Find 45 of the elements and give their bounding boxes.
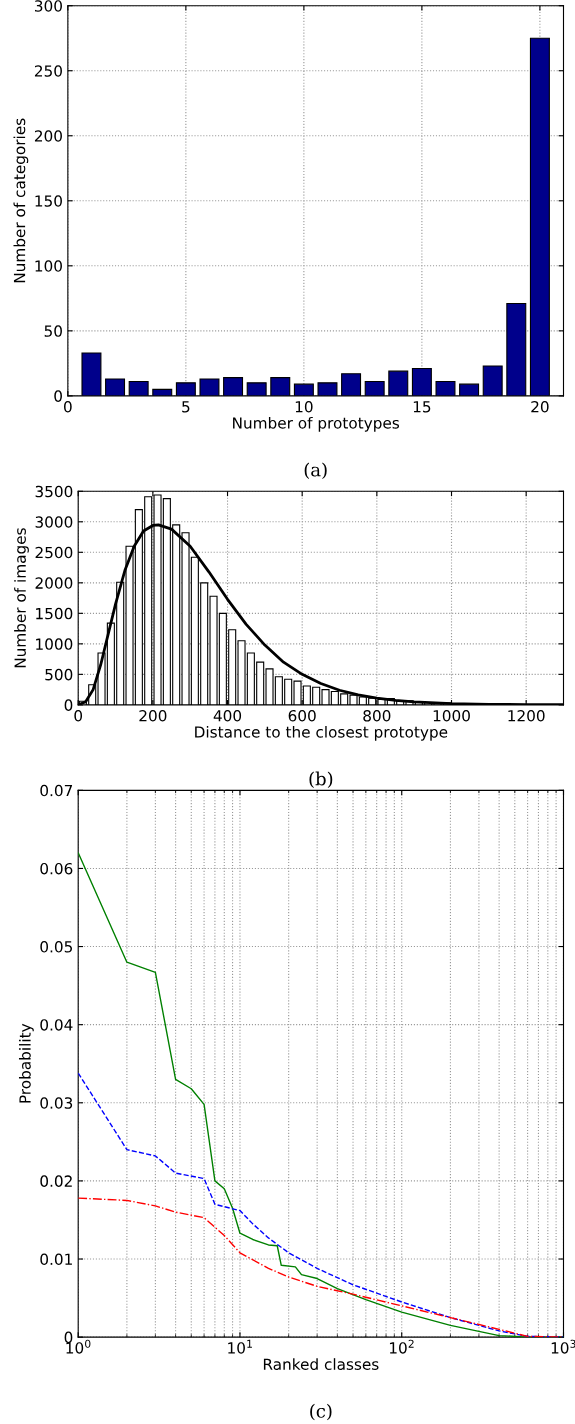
y-tick-label: 150 bbox=[35, 195, 62, 207]
y-tick-label: 1000 bbox=[36, 638, 73, 650]
x-tick-label: 800 bbox=[363, 710, 391, 722]
y-tick-label: 1500 bbox=[36, 607, 73, 620]
x-tick-label: 10$^{3}$ bbox=[551, 1339, 575, 1354]
y-tick-label: 500 bbox=[45, 668, 73, 681]
x-tick-label: 20 bbox=[531, 401, 549, 413]
y-tick-label: 0.06 bbox=[40, 862, 73, 875]
x-axis-title: Number of prototypes bbox=[233, 416, 400, 432]
y-tick-label: 3000 bbox=[35, 516, 73, 528]
y-tick-label: 50 bbox=[44, 325, 62, 337]
x-tick-label: 1200 bbox=[508, 710, 545, 722]
y-tick-label: 0 bbox=[64, 699, 73, 711]
y-tick-label: 3500 bbox=[35, 485, 73, 498]
text: (a) bbox=[304, 462, 327, 480]
text: (b) bbox=[309, 771, 333, 789]
y-tick-label: 250 bbox=[34, 65, 62, 77]
text: (c) bbox=[310, 1403, 332, 1421]
y-tick-label: 0.03 bbox=[40, 1097, 73, 1109]
y-tick-label: 0.02 bbox=[40, 1175, 72, 1187]
y-axis-title: Number of images bbox=[14, 528, 29, 668]
y-tick-label: 0.07 bbox=[40, 784, 73, 797]
x-tick-label: 5 bbox=[182, 401, 190, 413]
y-tick-label: 100 bbox=[35, 260, 62, 272]
x-tick-label: 600 bbox=[288, 710, 316, 722]
y-tick-label: 300 bbox=[34, 0, 62, 12]
y-axis-title: Number of categories bbox=[13, 118, 29, 283]
x-tick-label: 0 bbox=[74, 710, 83, 722]
x-axis-title: Distance to the closest prototype bbox=[195, 725, 448, 741]
x-tick-label: 10$^{1}$ bbox=[228, 1339, 252, 1354]
y-axis-title: Probability bbox=[18, 1023, 34, 1103]
x-tick-label: 10$^{2}$ bbox=[389, 1339, 414, 1354]
x-tick-label: 400 bbox=[213, 710, 242, 722]
y-tick-label: 200 bbox=[34, 130, 62, 142]
y-tick-label: 2500 bbox=[35, 546, 73, 559]
y-tick-label: 0.01 bbox=[40, 1253, 72, 1266]
y-tick-label: 0.05 bbox=[40, 941, 72, 953]
x-tick-label: 1000 bbox=[433, 710, 470, 722]
y-tick-label: 0.04 bbox=[40, 1019, 73, 1031]
y-tick-label: 0 bbox=[54, 390, 62, 402]
x-tick-label: 200 bbox=[139, 710, 167, 722]
x-tick-label: 15 bbox=[413, 401, 431, 413]
x-tick-label: 10 bbox=[295, 401, 313, 413]
x-axis-title: Ranked classes bbox=[263, 1358, 379, 1370]
y-tick-label: 2000 bbox=[35, 577, 73, 589]
